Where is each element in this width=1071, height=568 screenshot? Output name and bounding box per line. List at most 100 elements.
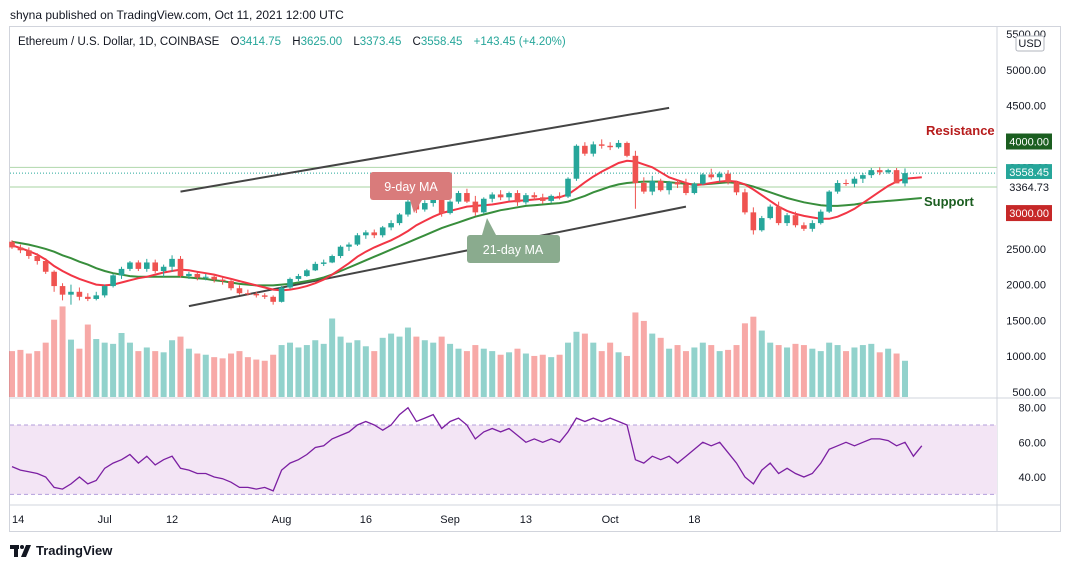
volume-bar	[160, 352, 167, 397]
candle-body	[245, 293, 251, 295]
candle	[169, 255, 175, 272]
volume-bar	[447, 343, 454, 397]
candle	[405, 198, 411, 217]
time-tick-label: 12	[166, 514, 178, 526]
rsi-tick-label: 60.00	[1018, 437, 1046, 449]
volume-bar	[506, 352, 513, 397]
candle-body	[59, 286, 66, 295]
candle	[211, 274, 217, 283]
volume-bar	[9, 351, 15, 397]
time-tick-label: Jul	[98, 514, 112, 526]
volume-bar	[497, 354, 504, 397]
price-label-text: 3364.73	[1009, 182, 1049, 194]
candle	[598, 139, 605, 149]
volume-bar	[329, 318, 336, 397]
volume-bar	[244, 357, 251, 397]
candle	[93, 291, 100, 301]
candle	[775, 201, 782, 226]
volume-bar	[169, 340, 176, 397]
candle	[152, 259, 159, 274]
volume-bar	[817, 351, 824, 397]
candle	[371, 229, 378, 239]
volume-bar	[691, 347, 698, 397]
candle	[34, 253, 41, 265]
resistance-annotation: Resistance	[926, 123, 995, 138]
candle-body	[539, 197, 546, 201]
candle	[110, 273, 116, 288]
volume-bar	[725, 349, 732, 397]
candle-body	[666, 182, 672, 191]
candle	[228, 278, 234, 291]
candle-body	[447, 201, 453, 214]
price-label-text: 4000.00	[1009, 137, 1049, 149]
ma9-callout-label: 9-day MA	[384, 180, 438, 194]
candle	[388, 220, 394, 231]
candle-body	[514, 193, 521, 203]
volume-bar	[413, 336, 420, 397]
candle-body	[152, 262, 159, 272]
volume-bar	[118, 332, 125, 397]
candle	[295, 273, 302, 282]
volume-bar	[371, 351, 378, 397]
tradingview-logo-icon	[10, 544, 31, 557]
candle	[219, 277, 226, 285]
candle	[700, 172, 706, 186]
volume-bar	[337, 336, 344, 397]
candle	[422, 200, 428, 212]
candle-body	[607, 145, 613, 148]
candle	[674, 179, 681, 189]
candle-body	[143, 262, 150, 269]
support-annotation: Support	[924, 194, 974, 209]
volume-bar	[17, 349, 24, 397]
ma21-callout-pointer	[482, 218, 496, 235]
candle-body	[716, 173, 723, 178]
volume-bar	[843, 351, 850, 397]
ma21-callout: 21-day MA	[467, 218, 560, 263]
volume-bar	[303, 345, 310, 397]
volume-bar	[868, 343, 875, 397]
candle	[278, 286, 285, 303]
candle-body	[683, 184, 689, 194]
time-tick-label: Aug	[272, 514, 292, 526]
volume-bar	[522, 353, 529, 397]
candle	[76, 287, 83, 301]
candle-body	[868, 170, 875, 176]
candle-body	[472, 201, 479, 213]
candle-body	[565, 178, 571, 197]
volume-bar	[758, 330, 765, 397]
publisher-line: shyna published on TradingView.com, Oct …	[10, 8, 344, 22]
candle	[236, 285, 243, 295]
candle-body	[590, 144, 597, 154]
low-value: 3373.45	[359, 36, 402, 48]
price-label-support-box: 3000.00	[1006, 205, 1052, 222]
volume-bar	[194, 353, 201, 397]
candle	[9, 240, 15, 249]
volume-bar	[211, 357, 218, 397]
candle	[514, 190, 521, 206]
candle-body	[287, 278, 293, 288]
volume-bar	[320, 343, 327, 397]
candle	[480, 197, 487, 214]
candle-body	[657, 180, 664, 191]
candle-body	[851, 178, 858, 184]
price-label-text: 3000.00	[1009, 208, 1049, 220]
candle-body	[169, 258, 175, 267]
candle-body	[93, 295, 100, 299]
candle-body	[767, 206, 774, 219]
candle	[194, 272, 201, 281]
candle-body	[523, 195, 529, 203]
volume-bar	[362, 346, 369, 397]
volume-bar	[733, 345, 740, 397]
symbol-name[interactable]: Ethereum / U.S. Dollar, 1D, COINBASE	[18, 36, 220, 48]
candle	[287, 277, 293, 289]
candle-body	[464, 193, 470, 202]
candle	[85, 293, 91, 302]
time-tick-label: 18	[688, 514, 700, 526]
candle-body	[51, 271, 57, 287]
close-value: 3558.45	[420, 36, 463, 48]
candle-body	[329, 256, 335, 263]
candle-body	[9, 241, 15, 248]
footer-brand[interactable]: TradingView	[10, 543, 112, 558]
candle	[127, 261, 133, 272]
